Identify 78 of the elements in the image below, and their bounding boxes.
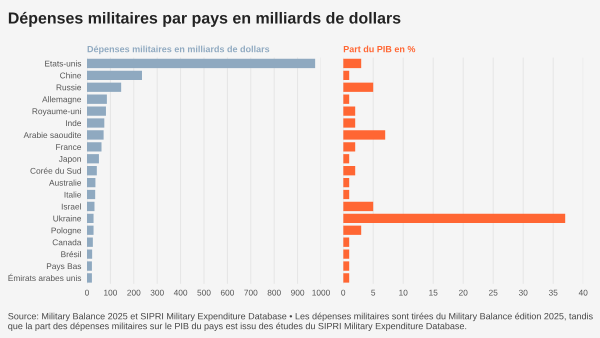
y-tick-label: Ukraine bbox=[53, 215, 82, 222]
x-tick-label: 30 bbox=[518, 290, 528, 296]
x-tick-label: 700 bbox=[244, 290, 258, 296]
y-tick-label: Arabie saoudite bbox=[24, 132, 82, 138]
bar bbox=[87, 273, 92, 283]
bar bbox=[87, 166, 97, 176]
y-tick-label: Pays Bas bbox=[46, 263, 82, 271]
bar bbox=[343, 70, 350, 80]
bar bbox=[87, 238, 93, 247]
bar bbox=[343, 58, 362, 68]
bar bbox=[343, 202, 374, 212]
bar bbox=[87, 94, 107, 104]
bar bbox=[87, 106, 106, 116]
y-tick-label: Émirats arabes unis bbox=[8, 274, 82, 282]
bar bbox=[87, 261, 92, 271]
bar bbox=[87, 178, 96, 188]
bar bbox=[343, 82, 374, 92]
x-tick-label: 800 bbox=[268, 290, 281, 296]
bar bbox=[343, 142, 356, 152]
bar bbox=[343, 118, 356, 128]
x-tick-label: 500 bbox=[197, 290, 211, 296]
x-tick-label: 0 bbox=[341, 290, 346, 296]
bar bbox=[87, 142, 102, 152]
y-tick-label: Chine bbox=[60, 72, 82, 78]
bar bbox=[87, 214, 94, 224]
bar bbox=[343, 226, 362, 235]
x-tick-label: 100 bbox=[104, 290, 118, 296]
x-tick-label: 40 bbox=[578, 290, 588, 296]
bar bbox=[343, 214, 566, 224]
y-tick-label: Allemagne bbox=[42, 96, 82, 104]
bar bbox=[87, 190, 96, 200]
bar bbox=[87, 249, 92, 259]
bar bbox=[343, 130, 386, 140]
y-tick-label: Inde bbox=[66, 120, 82, 126]
chart-subtitle: Dépenses militaires en milliards de dollars bbox=[88, 46, 270, 54]
y-tick-label: Russie bbox=[56, 84, 82, 90]
bar bbox=[343, 154, 350, 164]
chart-subtitle: Part du PIB en % bbox=[344, 46, 416, 52]
x-tick-label: 5 bbox=[371, 290, 376, 296]
x-tick-label: 15 bbox=[429, 290, 438, 296]
y-tick-label: Royaume-uni bbox=[32, 108, 81, 116]
bar bbox=[87, 82, 122, 92]
y-tick-label: Italie bbox=[64, 192, 82, 198]
y-tick-label: Brésil bbox=[61, 251, 81, 258]
x-tick-label: 35 bbox=[548, 290, 558, 296]
bar bbox=[343, 94, 350, 104]
x-tick-label: 600 bbox=[220, 290, 234, 296]
y-tick-label: Pologne bbox=[52, 227, 82, 236]
bar bbox=[343, 249, 350, 259]
bar bbox=[343, 166, 356, 176]
x-tick-label: 25 bbox=[488, 290, 498, 296]
x-tick-label: 300 bbox=[150, 290, 164, 296]
x-tick-label: 400 bbox=[174, 290, 188, 296]
bar bbox=[87, 130, 104, 140]
bar bbox=[87, 118, 104, 128]
y-tick-label: Etats-unis bbox=[45, 60, 82, 67]
bar bbox=[343, 238, 350, 247]
x-tick-label: 900 bbox=[291, 290, 304, 296]
y-tick-label: Corée du Sud bbox=[30, 168, 81, 174]
y-tick-label: France bbox=[56, 144, 82, 150]
x-tick-label: 1000 bbox=[312, 290, 330, 296]
x-tick-label: 10 bbox=[399, 290, 408, 296]
y-tick-label: Israel bbox=[62, 203, 81, 210]
source-note: Source: Military Balance 2025 et SIPRI Military Expenditure Database • Les dépenses militaires sont tirées du Military Balance édition 2025, tandis que la part des dépenses militaires sur le PIB du pays est issu des études du SIPRI Military Expenditure Database. bbox=[8, 312, 593, 332]
bar bbox=[343, 178, 350, 188]
y-tick-label: Canada bbox=[52, 239, 82, 246]
bar bbox=[87, 58, 316, 68]
bar bbox=[343, 106, 356, 116]
x-tick-label: 20 bbox=[458, 290, 468, 296]
bar bbox=[87, 70, 142, 80]
y-tick-label: Australie bbox=[49, 180, 82, 186]
x-tick-label: 200 bbox=[127, 290, 140, 296]
bar bbox=[87, 226, 94, 235]
bar bbox=[87, 202, 94, 212]
chart-title: Dépenses militaires par pays en milliards de dollars bbox=[8, 12, 400, 27]
y-tick-label: Japon bbox=[58, 156, 81, 164]
x-tick-label: 0 bbox=[85, 290, 89, 296]
bar bbox=[87, 154, 99, 164]
